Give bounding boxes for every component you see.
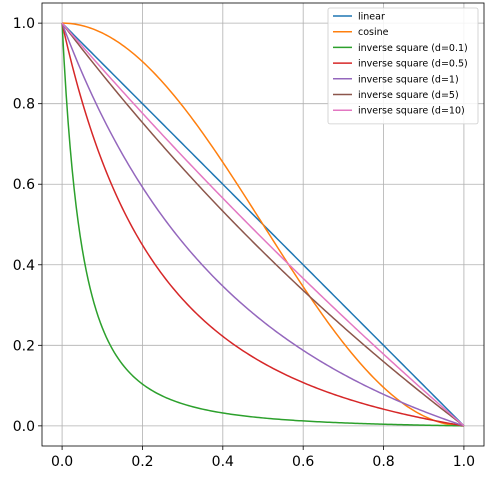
legend-label-1: cosine	[358, 27, 389, 38]
x-tick-label-4: 0.8	[372, 454, 394, 470]
legend-label-5: inverse square (d=5)	[358, 90, 459, 101]
legend-label-4: inverse square (d=1)	[358, 74, 459, 85]
x-tick-label-3: 0.6	[292, 454, 314, 470]
x-tick-label-0: 0.0	[51, 454, 73, 470]
axes-frame	[41, 2, 485, 447]
y-tick-label-2: 0.4	[13, 258, 35, 274]
x-tick-label-5: 1.0	[453, 454, 475, 470]
y-tick-label-1: 0.2	[13, 338, 35, 354]
series-line-2	[61, 23, 464, 427]
y-tick-label-3: 0.6	[13, 177, 35, 193]
y-tick-label-5: 1.0	[13, 16, 35, 32]
y-tick-label-4: 0.8	[13, 97, 35, 113]
series-line-6	[61, 22, 465, 427]
series-line-1	[62, 22, 464, 427]
legend-label-2: inverse square (d=0.1)	[358, 43, 468, 54]
legend-label-6: inverse square (d=10)	[358, 106, 465, 117]
legend-label-3: inverse square (d=0.5)	[358, 59, 468, 70]
legend-box	[327, 7, 479, 125]
series-line-5	[61, 22, 465, 427]
legend-label-0: linear	[358, 12, 385, 23]
legend: linear cosine inverse square (d=0.1) invers…	[327, 7, 479, 125]
series-line-4	[61, 22, 465, 427]
y-tick-label-0: 0.0	[13, 419, 35, 435]
x-tick-label-2: 0.4	[212, 454, 234, 470]
series-line-3	[61, 22, 465, 427]
x-tick-label-1: 0.2	[131, 454, 153, 470]
